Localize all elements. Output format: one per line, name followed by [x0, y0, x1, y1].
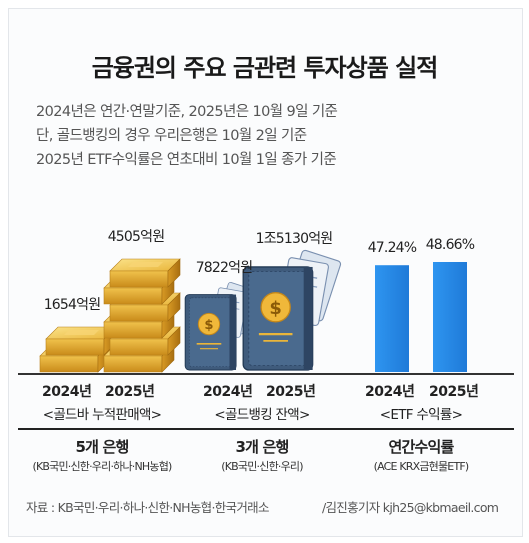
- group-label-2: <ETF 수익률>: [379, 407, 463, 423]
- credit-note: /김진홍기자 kjh25@kbmaeil.com: [322, 500, 499, 515]
- etf-value-label-0: 47.24%: [367, 240, 417, 257]
- sub-label-0: (KB국민·신한·우리·하나·NH농협): [32, 460, 172, 473]
- year-label-2-0: 2024년: [365, 384, 415, 400]
- note-line-1: 2024년은 연간·연말기준, 2025년은 10월 9일 기준: [36, 104, 338, 120]
- gold-value-label-1: 4505억원: [107, 229, 165, 245]
- year-label-0-1: 2025년: [105, 384, 155, 400]
- group-label-1: <골드뱅킹 잔액>: [214, 407, 310, 423]
- year-label-1-0: 2024년: [203, 384, 253, 400]
- count-label-2: 연간수익률: [388, 438, 454, 456]
- sub-label-1: (KB국민·신한·우리): [221, 460, 303, 473]
- group-label-0: <골드바 누적판매액>: [42, 407, 162, 423]
- etf-bar-2024년: [375, 265, 409, 372]
- gold-value-label-0: 1654억원: [43, 297, 101, 313]
- etf-bar-2025년: [433, 262, 467, 372]
- chart-baseline: [18, 373, 514, 375]
- etf-value-label-1: 48.66%: [425, 237, 475, 253]
- count-label-1: 3개 은행: [235, 438, 289, 456]
- count-label-0: 5개 은행: [75, 438, 129, 456]
- year-label-1-1: 2025년: [266, 384, 316, 400]
- sub-label-2: (ACE KRX금현물ETF): [373, 460, 470, 473]
- bank-value-label-0: 7822억원: [195, 260, 253, 277]
- year-label-0-0: 2024년: [42, 384, 92, 400]
- source-note: 자료 : KB국민·우리·하나·신한·NH농협·한국거래소: [26, 500, 269, 515]
- note-line-3: 2025년 ETF수익률은 연초대비 10월 1일 종가 기준: [36, 152, 337, 168]
- year-label-2-1: 2025년: [429, 384, 479, 400]
- gold-bar-mark-2025년: [103, 258, 181, 373]
- section-divider: [18, 428, 514, 430]
- note-line-2: 단, 골드뱅킹의 경우 우리은행은 10월 2일 기준: [36, 128, 307, 144]
- page-title: 금융권의 주요 금관련 투자상품 실적: [91, 54, 439, 82]
- bank-value-label-1: 1조5130억원: [255, 231, 334, 248]
- bankbook-mark-2025년: [242, 248, 343, 372]
